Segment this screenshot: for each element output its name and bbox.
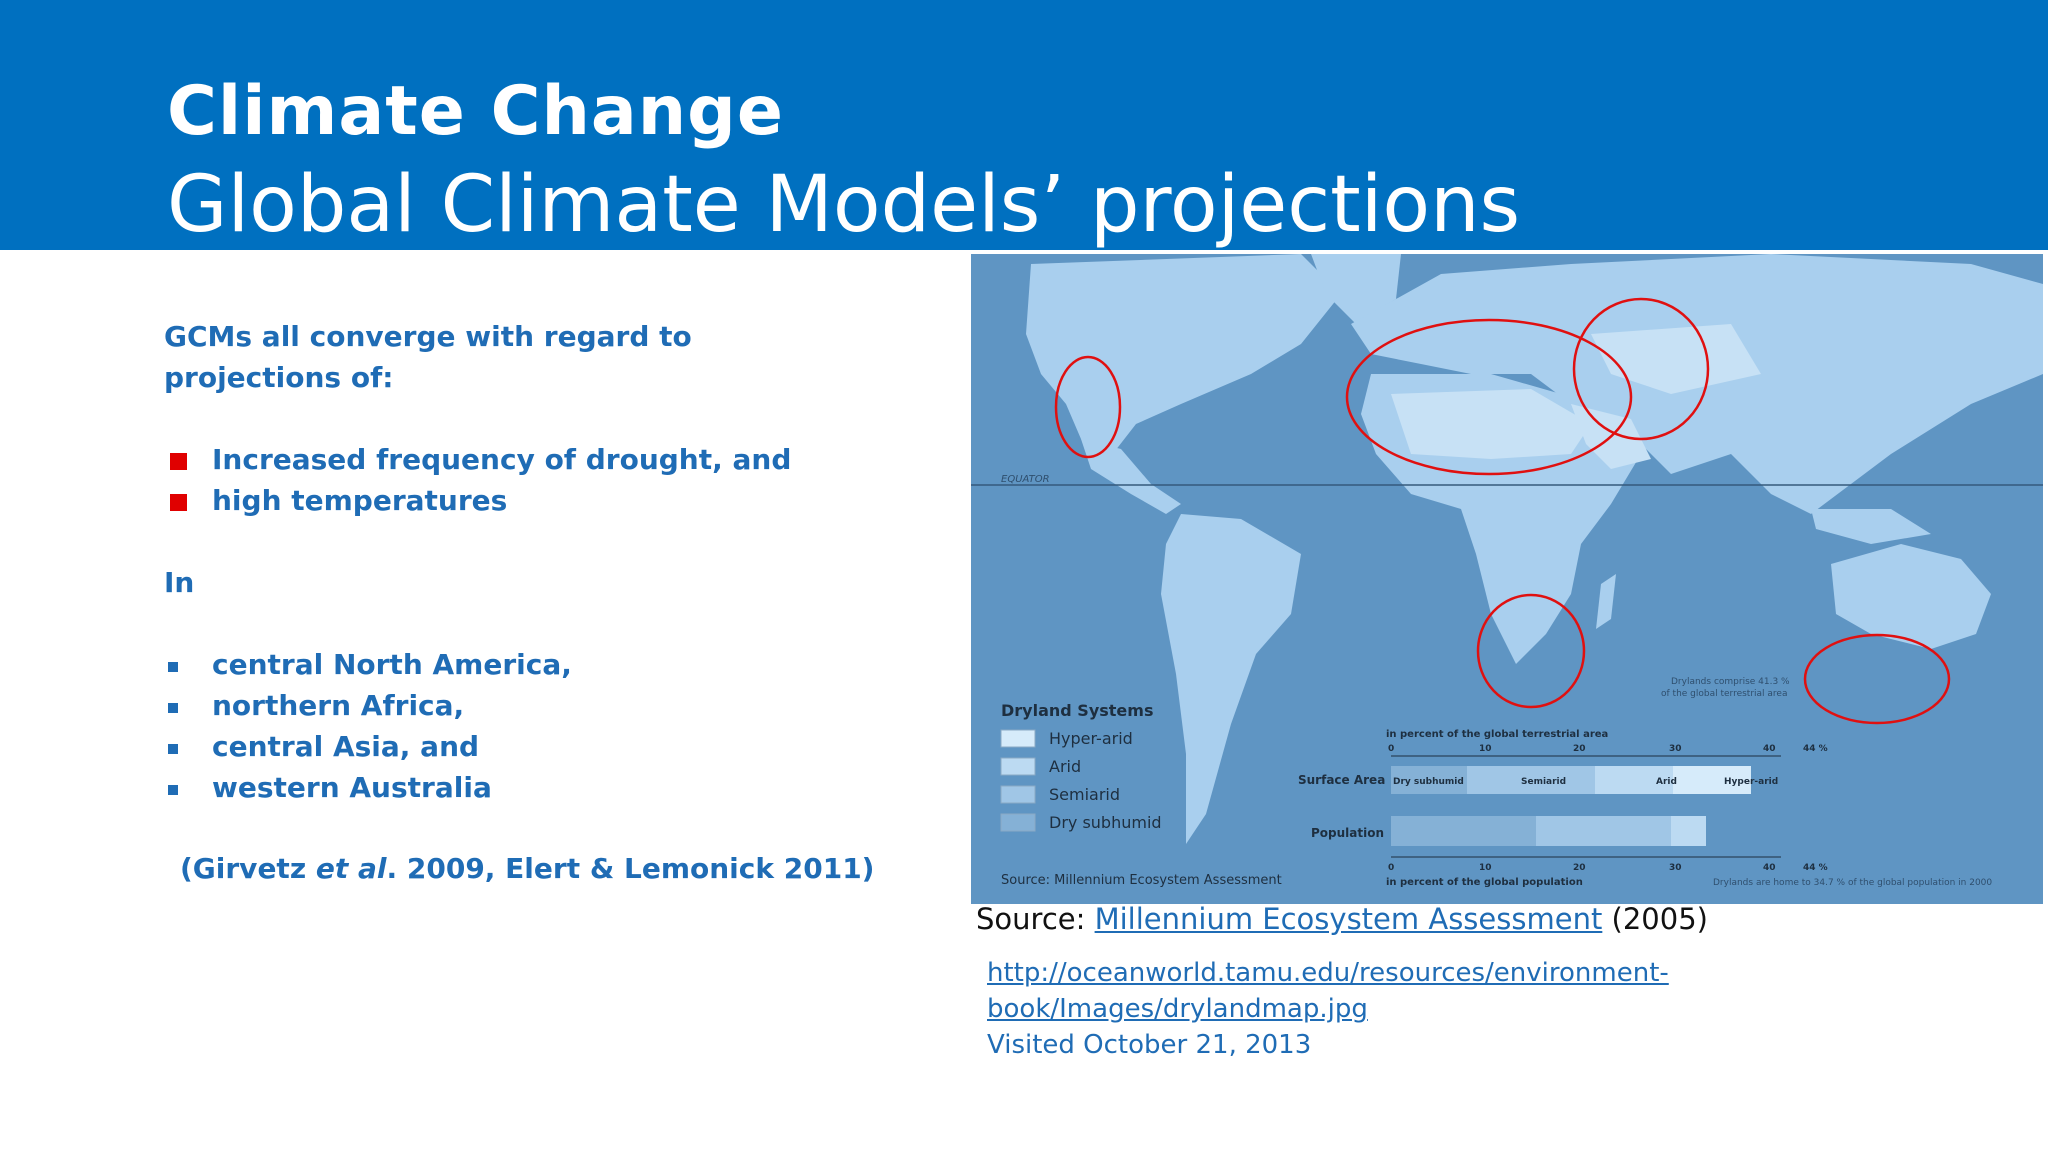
note-terrestrial-2: of the global terrestrial area [1661,689,1788,699]
region-item: central Asia, and [212,730,480,763]
indonesia-landmass [1811,509,1931,544]
surface-segment-label: Dry subhumid [1393,777,1464,787]
in-label: In [164,566,195,599]
circle-southern-africa [1476,593,1586,709]
surface-segment-hyper-arid [1673,766,1751,794]
slide-title: Climate Change [167,72,784,151]
drylandmap-url-link-cont[interactable]: book/Images/drylandmap.jpg [987,994,1368,1024]
red-bullet-icon [170,453,187,470]
citation: (Girvetz et al. 2009, Elert & Lemonick 2… [180,852,875,885]
legend-swatch-dry-subhumid [1000,813,1036,832]
legend-item: Hyper-arid [1049,729,1133,748]
legend-item: Arid [1049,757,1081,776]
surface-segment-semiarid [1467,766,1595,794]
equator-label: EQUATOR [1001,474,1050,485]
tick-label: 10 [1479,744,1492,754]
surface-segment-arid [1595,766,1673,794]
south-america-landmass [1161,514,1301,844]
square-bullet-icon [168,785,178,795]
tick-label: 44 % [1803,863,1828,873]
note-population: Drylands are home to 34.7 % of the globa… [1713,878,1992,888]
population-segment-arid [1671,816,1706,846]
source-line: Source: Millennium Ecosystem Assessment … [976,902,1708,936]
surface-area-label: Surface Area [1298,773,1385,787]
tick-label: 10 [1479,863,1492,873]
map-source-caption: Source: Millennium Ecosystem Assessment [1001,873,1282,888]
tick-label: 40 [1763,863,1776,873]
square-bullet-icon [168,744,178,754]
greenland-landmass [1311,254,1401,324]
sahara-arid-zone [1391,389,1591,459]
projection-item: high temperatures [212,484,508,517]
surface-segment-label: Arid [1656,777,1677,787]
terrestrial-axis-label: in percent of the global terrestrial are… [1386,729,1608,740]
circle-western-australia [1803,633,1951,725]
legend-swatch-arid [1000,757,1036,776]
australia-landmass [1831,544,1991,649]
central-america-landmass [1081,439,1181,514]
population-axis-label: in percent of the global population [1386,877,1583,888]
visited-date: Visited October 21, 2013 [987,1030,1312,1060]
note-terrestrial: Drylands comprise 41.3 % [1671,677,1790,687]
circle-north-america [1054,355,1122,459]
madagascar-landmass [1596,574,1616,629]
url-line-1: http://oceanworld.tamu.edu/resources/env… [987,958,1669,988]
legend-swatch-hyper-arid [1000,729,1036,748]
surface-segment-label: Semiarid [1521,777,1566,787]
surface-segment-dry-subhumid [1391,766,1467,794]
population-label: Population [1311,826,1384,840]
red-bullet-icon [170,494,187,511]
url-line-2: book/Images/drylandmap.jpg [987,994,1368,1024]
tick-label: 44 % [1803,744,1828,754]
intro-line-2: projections of: [164,361,394,394]
population-segment-dry-subhumid [1391,816,1536,846]
drylandmap-url-link[interactable]: http://oceanworld.tamu.edu/resources/env… [987,958,1669,988]
millennium-assessment-link[interactable]: Millennium Ecosystem Assessment [1094,902,1603,936]
legend-swatch-semiarid [1000,785,1036,804]
tick-label: 40 [1763,744,1776,754]
legend-title: Dryland Systems [1001,701,1153,720]
central-asia-arid-zone [1591,324,1761,394]
square-bullet-icon [168,662,178,672]
legend-item: Dry subhumid [1049,813,1162,832]
legend-item: Semiarid [1049,785,1120,804]
tick-label: 20 [1573,744,1586,754]
dryland-world-map: EQUATOR Dryland Systems Hyper-arid Arid … [971,254,2043,904]
slide-subtitle: Global Climate Models’ projections [167,160,1521,250]
title-banner: Climate Change Global Climate Models’ pr… [0,0,2048,250]
circle-northern-africa [1345,318,1633,476]
tick-label: 30 [1669,744,1682,754]
tick-label: 0 [1388,744,1394,754]
square-bullet-icon [168,703,178,713]
region-item: western Australia [212,771,492,804]
region-item: central North America, [212,648,572,681]
intro-line-1: GCMs all converge with regard to [164,320,692,353]
tick-label: 30 [1669,863,1682,873]
population-segment-semiarid [1536,816,1671,846]
north-america-landmass [1026,254,1341,469]
surface-segment-label: Hyper-arid [1724,777,1778,787]
circle-central-asia [1572,297,1710,441]
tick-label: 0 [1388,863,1394,873]
tick-label: 20 [1573,863,1586,873]
projection-item: Increased frequency of drought, and [212,443,792,476]
region-item: northern Africa, [212,689,465,722]
